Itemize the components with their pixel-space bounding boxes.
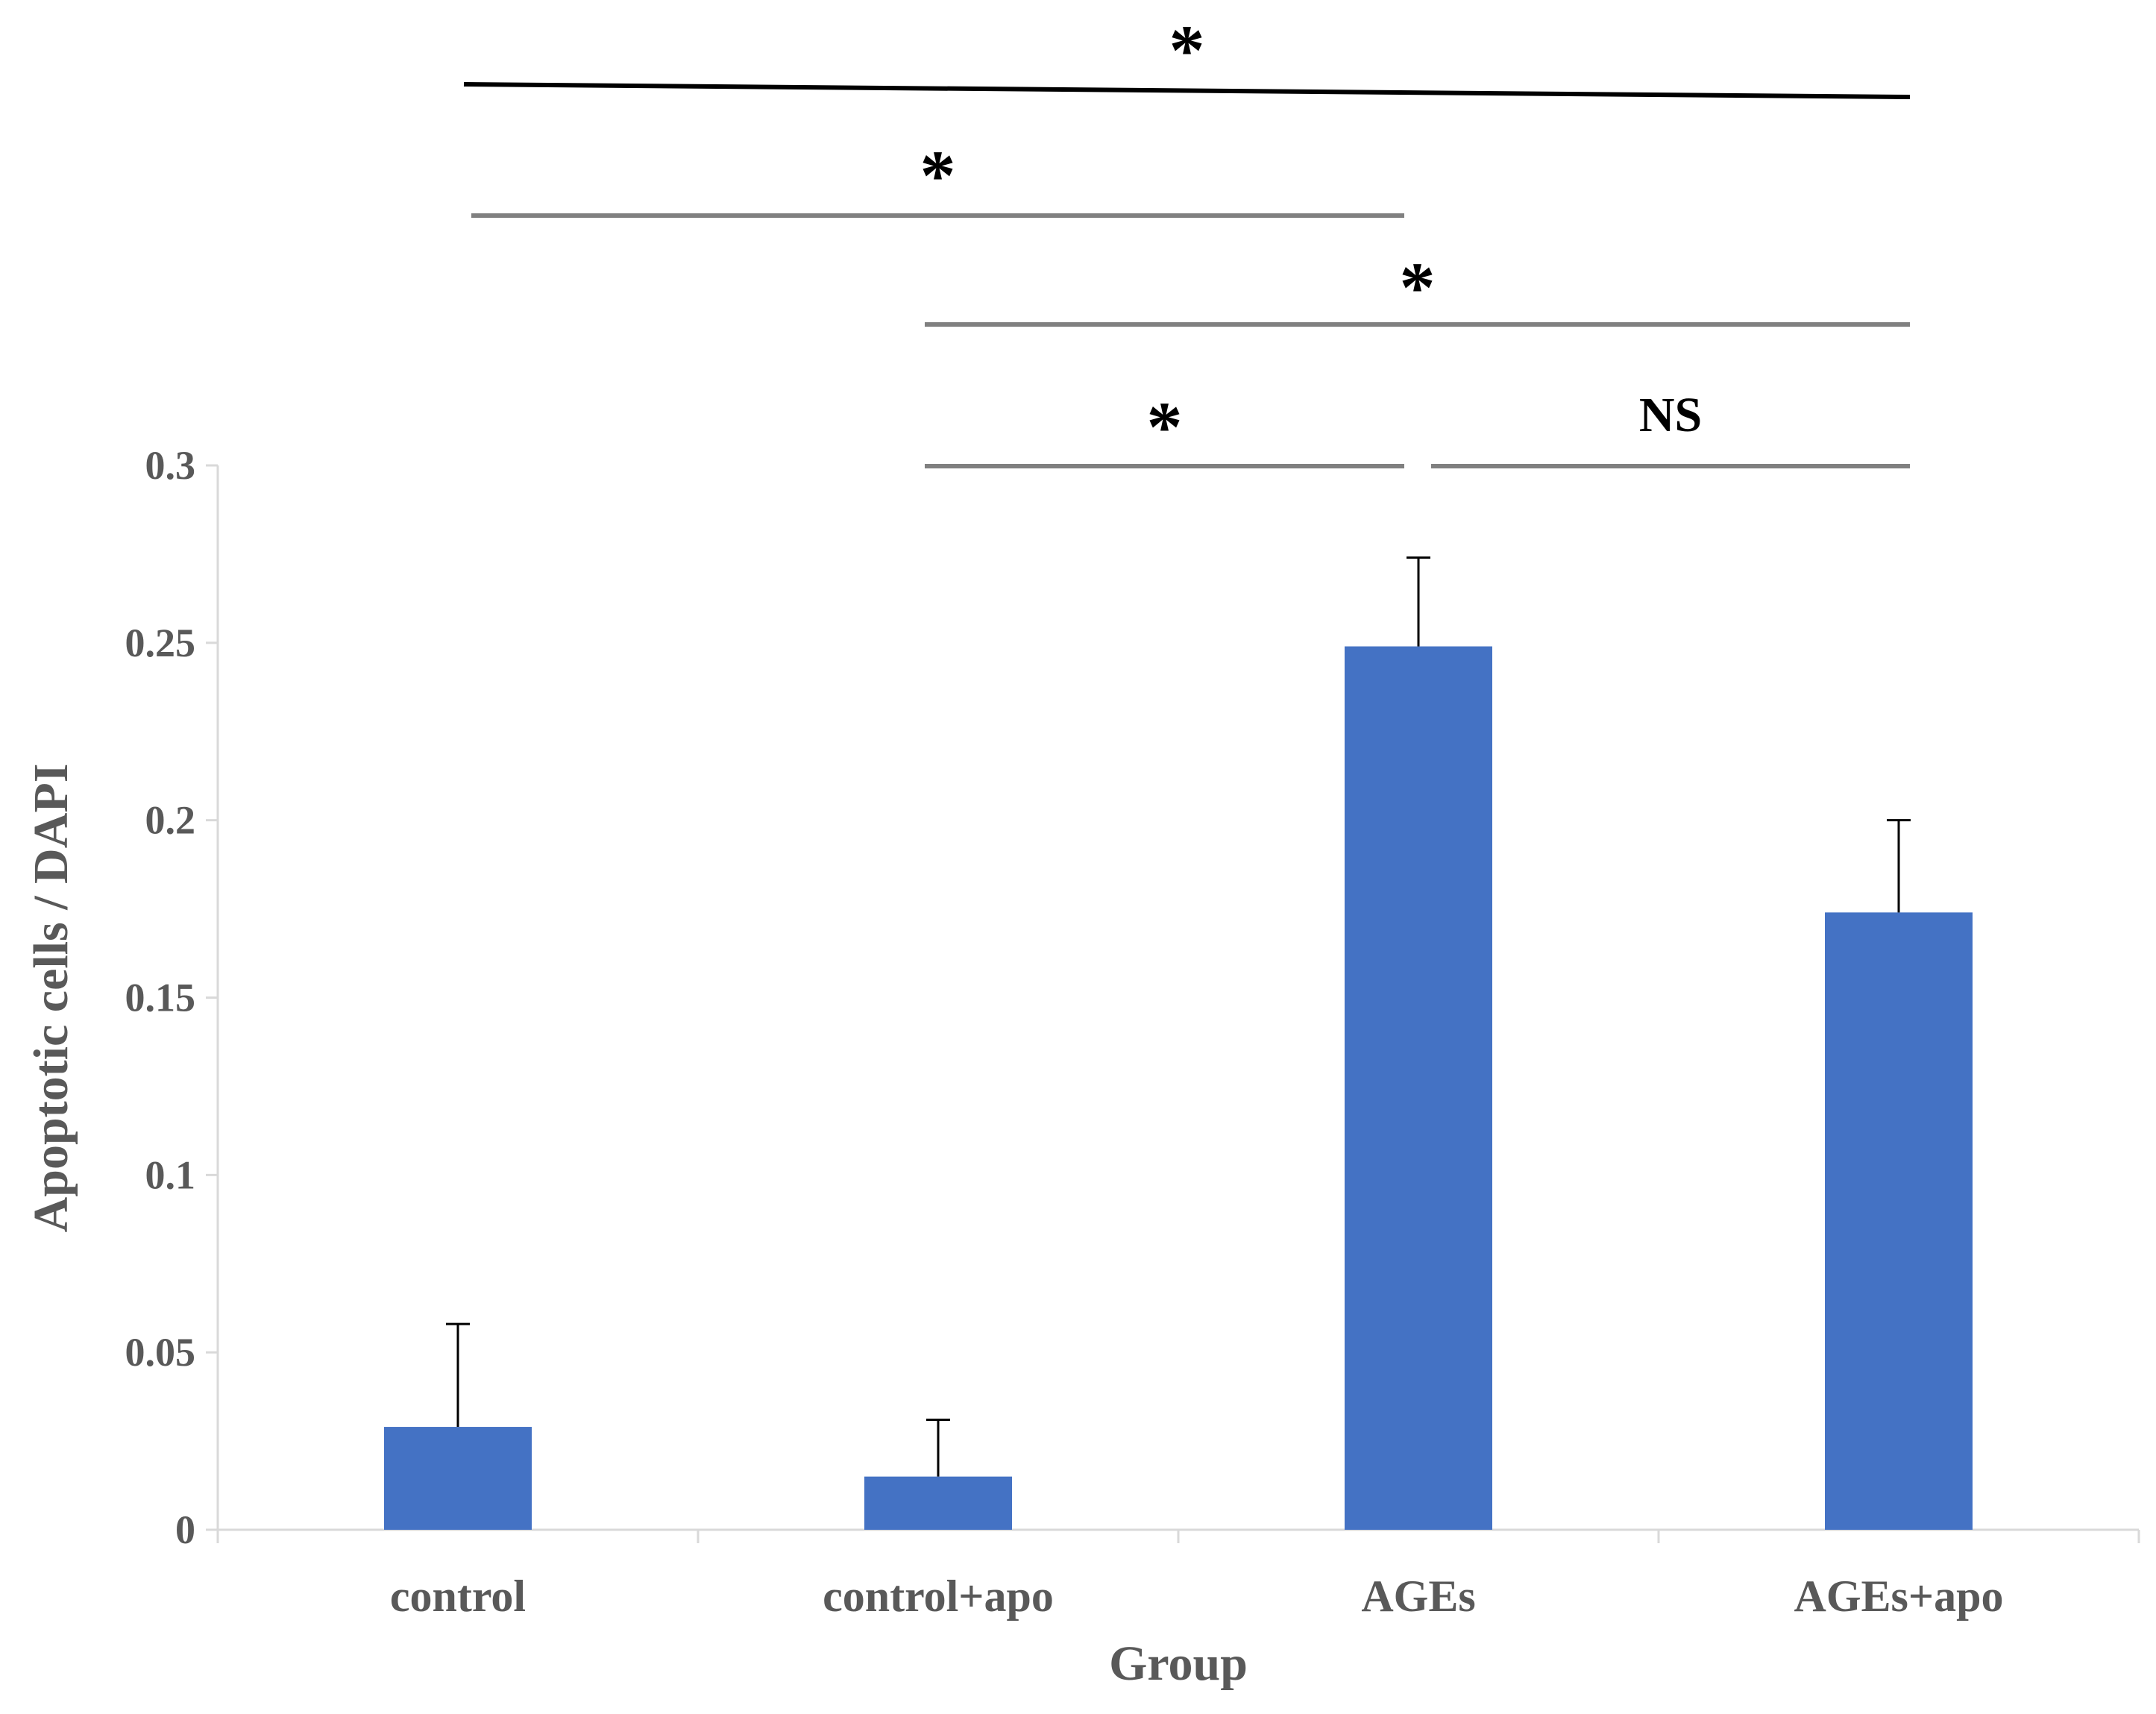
error-bars-layer [446,556,1911,1477]
x-category-label: AGEs+apo [1794,1572,2004,1621]
significance-label: * [920,136,956,216]
y-tick-label: 0 [175,1507,195,1552]
x-category-label: control [390,1572,526,1621]
y-axis-title: Apoptotic cells / DAPI [24,764,78,1233]
y-tick-label: 0.1 [145,1152,196,1197]
bar-AGEs+apo [1825,912,1973,1530]
bar-AGEs [1345,646,1492,1530]
bar-control [384,1427,532,1530]
x-axis-title: Group [1109,1636,1248,1691]
y-tick-label: 0.05 [125,1330,196,1375]
y-tick-label: 0.2 [145,798,196,843]
y-tick-label: 0.3 [145,443,196,488]
bar-control+apo [864,1476,1012,1530]
significance-layer: * * * * NS [463,10,1911,468]
x-category-label: AGEs [1361,1572,1475,1621]
y-tick-label: 0.25 [125,621,196,665]
axes-layer: 0 0.05 0.1 0.15 0.2 0.25 0.3 control control+apo… [125,443,2140,1621]
significance-label: NS [1639,388,1702,442]
x-category-label: control+apo [823,1572,1054,1621]
significance-label: * [1147,387,1183,467]
significance-label: * [1169,10,1205,90]
significance-bracket [463,82,1911,99]
bars-layer [384,646,1973,1530]
significance-label: * [1400,248,1436,327]
y-tick-label: 0.15 [125,976,196,1020]
